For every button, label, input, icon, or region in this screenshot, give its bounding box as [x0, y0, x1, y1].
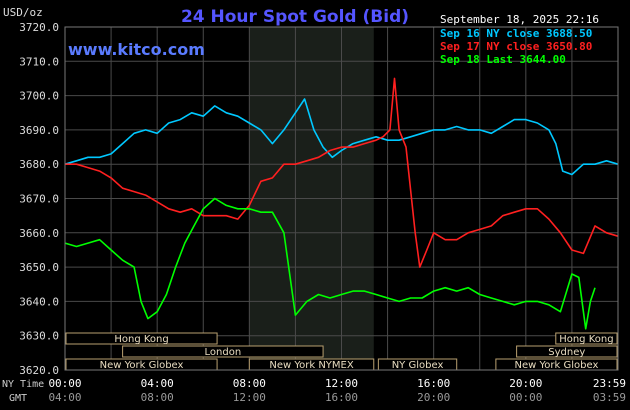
- x-tick-label-gmt: 04:00: [48, 391, 81, 404]
- session-bar: [555, 332, 618, 345]
- trading-sessions: Hong Kong London New York Globex New York N…: [65, 332, 618, 371]
- session-bar: [65, 332, 218, 345]
- timestamp: September 18, 2025 22:16: [440, 13, 599, 26]
- x-tick-label-ny: 20:00: [509, 377, 542, 390]
- session-label: New York Globex: [515, 360, 599, 371]
- plot-border: [64, 26, 619, 371]
- session-label: Hong Kong: [114, 334, 168, 345]
- y-tick-label: 3650.0: [19, 261, 59, 274]
- x-tick-label-ny: 16:00: [417, 377, 450, 390]
- session-bar: [122, 345, 324, 358]
- session-bar: [516, 345, 618, 358]
- y-axis-ticks: 3720.0 3710.0 3700.0 3690.0 3680.0 3670.0 3660…: [19, 21, 59, 377]
- y-tick-label: 3720.0: [19, 21, 59, 34]
- series-layer: [64, 77, 619, 330]
- y-tick-label: 3710.0: [19, 55, 59, 68]
- x-tick-label-gmt: 00:00: [509, 391, 542, 404]
- session-label: Sydney: [548, 347, 585, 358]
- legend-entry-sep17: Sep 17 NY close 3650.80: [440, 40, 592, 53]
- x-tick-label-gmt: 08:00: [141, 391, 174, 404]
- x-tick-label-gmt: 16:00: [325, 391, 358, 404]
- x-tick-label-ny: 12:00: [325, 377, 358, 390]
- series-line-2: [65, 77, 619, 268]
- y-tick-label: 3680.0: [19, 158, 59, 171]
- session-label: New York NYMEX: [269, 360, 354, 371]
- y-tick-label: 3670.0: [19, 193, 59, 206]
- website-label: www.kitco.com: [68, 40, 205, 59]
- y-tick-label: 3690.0: [19, 124, 59, 137]
- x-tick-label-ny: 08:00: [233, 377, 266, 390]
- legend-entry-sep18: Sep 18 Last 3644.00: [440, 53, 566, 66]
- x-tick-label-ny: 23:59: [593, 377, 626, 390]
- legend-entry-sep16: Sep 16 NY close 3688.50: [440, 27, 592, 40]
- time-axis: NY Time GMT 00:00 04:00 08:00 12:00 16:00 20:…: [2, 377, 626, 404]
- y-tick-label: 3620.0: [19, 364, 59, 377]
- gmt-label: GMT: [9, 393, 27, 404]
- series-line-3: [64, 197, 596, 330]
- x-tick-label-ny: 00:00: [48, 377, 81, 390]
- ny-time-label: NY Time: [2, 379, 44, 390]
- x-tick-label-ny: 04:00: [141, 377, 174, 390]
- legend: Sep 16 NY close 3688.50 Sep 17 NY close …: [440, 27, 592, 66]
- session-label: New York Globex: [100, 360, 184, 371]
- x-tick-label-gmt: 20:00: [417, 391, 450, 404]
- y-tick-label: 3660.0: [19, 227, 59, 240]
- currency-label: USD/oz: [3, 6, 43, 19]
- x-tick-label-gmt: 12:00: [233, 391, 266, 404]
- series-line-1: [64, 98, 619, 176]
- y-tick-label: 3630.0: [19, 330, 59, 343]
- page-title: 24 Hour Spot Gold (Bid): [181, 7, 409, 27]
- y-tick-label: 3640.0: [19, 295, 59, 308]
- session-label: NY Globex: [392, 360, 444, 371]
- session-label: London: [205, 347, 242, 358]
- session-label: Hong Kong: [559, 334, 613, 345]
- y-tick-label: 3700.0: [19, 90, 59, 103]
- x-tick-label-gmt: 03:59: [593, 391, 626, 404]
